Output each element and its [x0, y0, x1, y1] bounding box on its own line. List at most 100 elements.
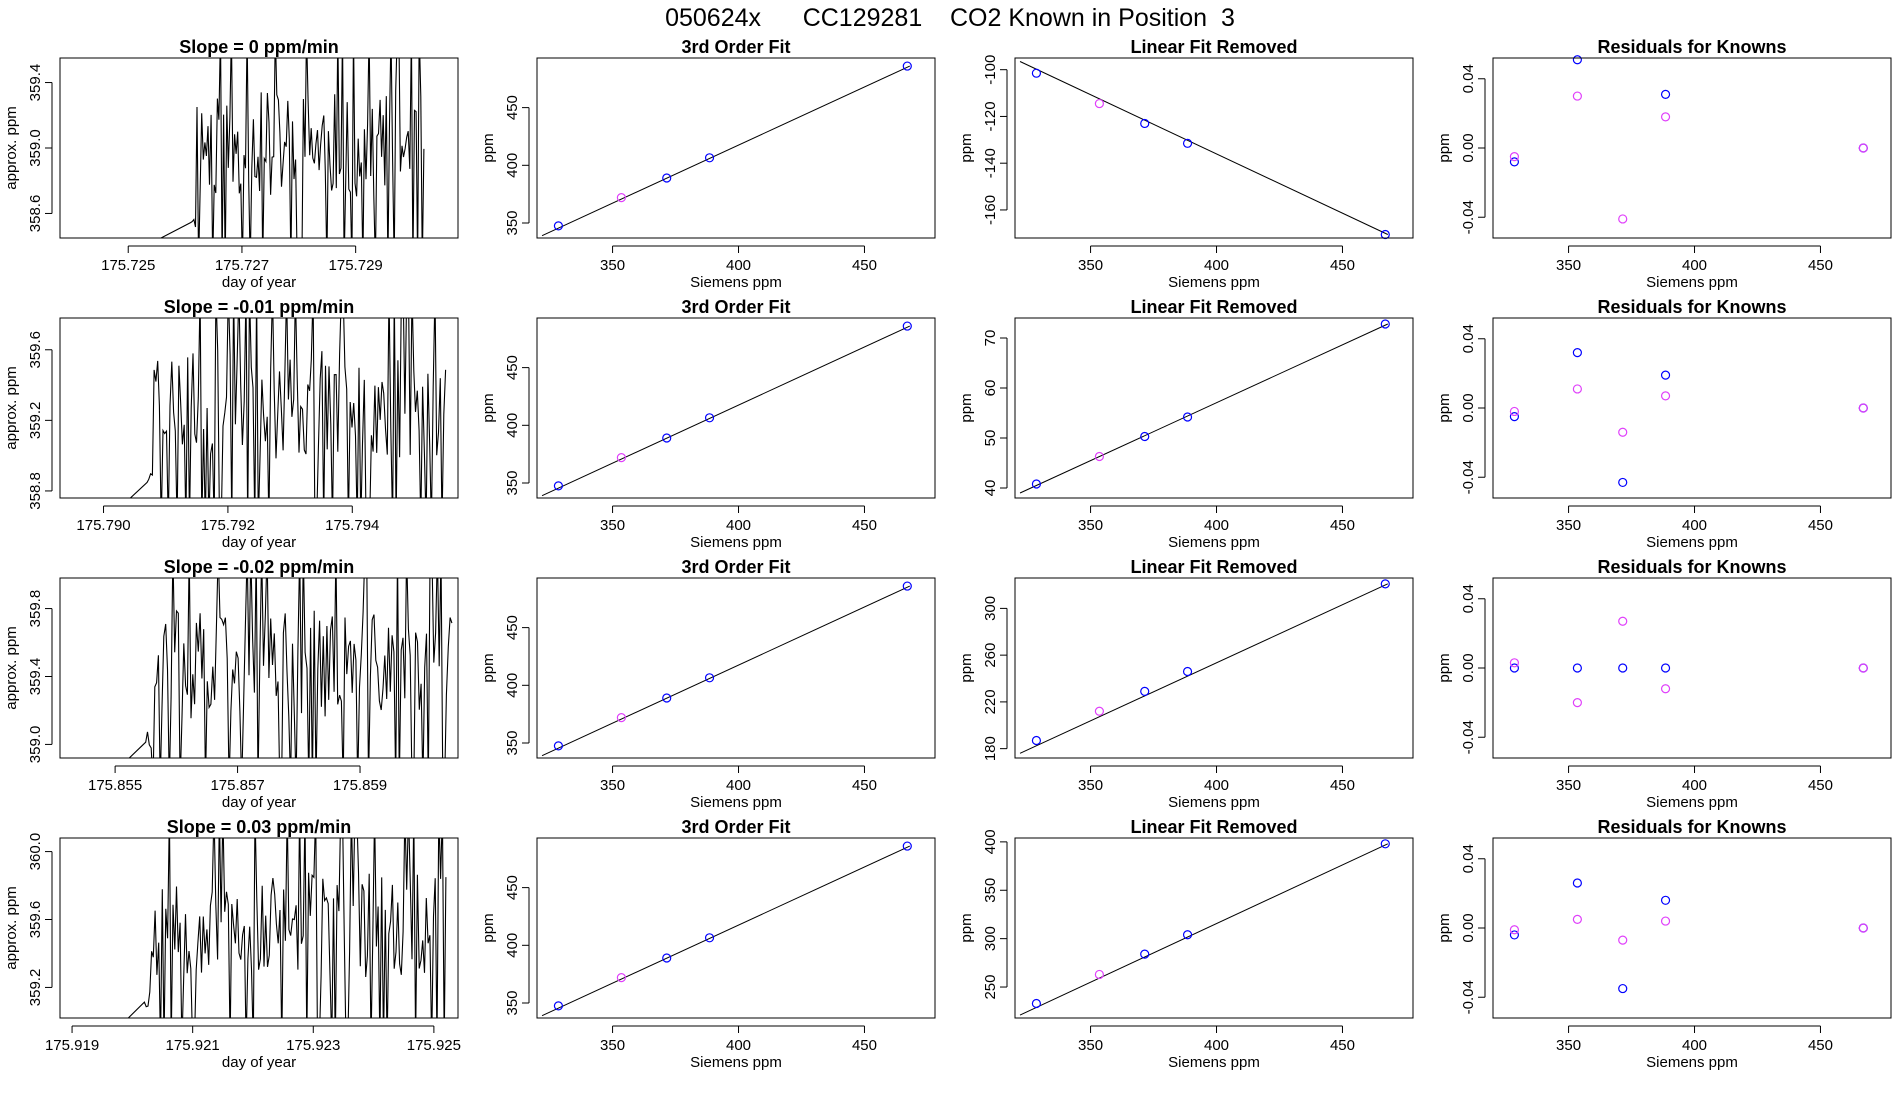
knowns-point: [1380, 319, 1390, 329]
y-tick-label: 400: [504, 673, 521, 698]
knowns-point: [1660, 370, 1671, 380]
x-tick-label: 450: [852, 257, 877, 274]
knowns-point: [1660, 895, 1671, 905]
x-tick-label: 400: [1204, 777, 1229, 794]
y-axis-label: ppm: [1436, 653, 1453, 682]
y-tick-label: 0.00: [1460, 653, 1477, 682]
knowns-point: [704, 933, 715, 943]
y-axis-label: ppm: [958, 653, 975, 682]
y-axis-label: approx. ppm: [3, 366, 20, 449]
x-tick-label: 450: [1330, 1037, 1355, 1054]
knowns-point: [1031, 735, 1042, 746]
chart-panel-13: Slope = 0.03 ppm/min 175.919 175.921 175.92…: [3, 817, 461, 1071]
x-tick-label: 175.923: [286, 1037, 340, 1054]
panel-grid: Slope = 0 ppm/min 175.725 175.727 175.729 da…: [3, 37, 1892, 1071]
fitted-point: [1509, 152, 1520, 162]
fitted-point: [616, 713, 626, 723]
chart-panel-10: 3rd Order Fit 350 400 450 Siemens ppm 350 400 4…: [480, 557, 936, 811]
y-tick-label: -0.04: [1460, 980, 1477, 1014]
y-tick-label: 400: [504, 153, 521, 178]
x-tick-label: 175.792: [201, 517, 255, 534]
y-tick-label: 260: [982, 643, 999, 668]
panel-title: 3rd Order Fit: [681, 37, 790, 57]
fitted-point: [1660, 112, 1671, 122]
knowns-point: [1572, 663, 1582, 673]
x-axis-label: day of year: [222, 1054, 296, 1071]
x-tick-label: 450: [1330, 257, 1355, 274]
knowns-point: [553, 221, 564, 231]
x-tick-label: 175.790: [76, 517, 130, 534]
panel-title: Residuals for Knowns: [1597, 817, 1786, 837]
x-axis-label: Siemens ppm: [690, 534, 782, 551]
knowns-point: [1618, 983, 1628, 994]
chart-panel-14: 3rd Order Fit 350 400 450 Siemens ppm 350 400 4…: [480, 817, 936, 1071]
x-tick-label: 350: [600, 517, 625, 534]
chart-panel-7: Linear Fit Removed 350 400 450 Siemens ppm 40…: [958, 297, 1414, 551]
knowns-point: [1572, 55, 1582, 65]
knowns-point: [704, 413, 715, 423]
knowns-point: [1618, 663, 1628, 673]
chart-panel-6: 3rd Order Fit 350 400 450 Siemens ppm 350 400 4…: [480, 297, 936, 551]
fit-line: [541, 845, 911, 1017]
fitted-point: [1509, 925, 1520, 935]
y-axis-label: approx. ppm: [3, 886, 20, 969]
y-axis-label: ppm: [958, 913, 975, 942]
fitted-point: [1094, 969, 1104, 980]
y-axis-label: ppm: [958, 393, 975, 422]
plot-frame: [1014, 317, 1414, 499]
y-tick-label: 350: [504, 990, 521, 1015]
y-tick-label: 220: [982, 689, 999, 714]
fitted-point: [1858, 143, 1868, 153]
x-axis-label: Siemens ppm: [1646, 274, 1738, 291]
x-tick-label: 175.729: [329, 257, 383, 274]
fit-line: [541, 585, 911, 757]
y-tick-label: -160: [982, 195, 999, 225]
fitted-point: [1094, 451, 1104, 462]
knowns-point: [1182, 666, 1193, 677]
knowns-point: [1380, 229, 1390, 240]
plot-frame: [536, 317, 936, 499]
y-tick-label: 400: [504, 933, 521, 958]
fitted-point: [616, 193, 626, 203]
figure-title: 050624x CC129281 CO2 Known in Position 3: [665, 4, 1235, 32]
x-axis-label: Siemens ppm: [1168, 794, 1260, 811]
x-axis-label: Siemens ppm: [1168, 534, 1260, 551]
x-tick-label: 350: [600, 1037, 625, 1054]
fitted-point: [1618, 214, 1628, 224]
panel-title: 3rd Order Fit: [681, 817, 790, 837]
y-tick-label: 450: [504, 355, 521, 380]
fitted-point: [1618, 616, 1628, 626]
fitted-point: [1618, 427, 1628, 437]
y-tick-label: 358.8: [27, 472, 44, 510]
chart-panel-15: Linear Fit Removed 350 400 450 Siemens ppm 25…: [958, 817, 1414, 1071]
knowns-point: [553, 481, 564, 491]
plot-frame: [1014, 57, 1414, 239]
plot-frame: [536, 577, 936, 759]
chart-panel-4: Residuals for Knowns 350 400 450 Siemens ppm…: [1436, 37, 1892, 291]
knowns-point: [902, 321, 912, 331]
fitted-point: [1660, 916, 1671, 926]
plot-frame: [59, 577, 459, 759]
y-tick-label: 359.6: [27, 331, 44, 369]
y-axis-label: approx. ppm: [3, 106, 20, 189]
x-axis-label: Siemens ppm: [690, 274, 782, 291]
x-tick-label: 350: [1556, 257, 1581, 274]
panel-title: Residuals for Knowns: [1597, 557, 1786, 577]
y-axis-label: ppm: [958, 133, 975, 162]
y-tick-label: 400: [504, 413, 521, 438]
knowns-point: [1572, 878, 1582, 888]
y-tick-label: 359.4: [27, 658, 44, 696]
y-tick-label: -0.04: [1460, 720, 1477, 754]
x-axis-label: Siemens ppm: [1646, 794, 1738, 811]
y-axis-label: ppm: [480, 653, 497, 682]
x-tick-label: 400: [1204, 517, 1229, 534]
x-tick-label: 450: [1808, 777, 1833, 794]
y-tick-label: 0.00: [1460, 913, 1477, 942]
x-tick-label: 175.925: [407, 1037, 461, 1054]
x-tick-label: 350: [600, 777, 625, 794]
x-tick-label: 350: [1556, 777, 1581, 794]
y-axis-label: ppm: [1436, 393, 1453, 422]
x-tick-label: 400: [1204, 257, 1229, 274]
fitted-point: [1094, 706, 1104, 716]
